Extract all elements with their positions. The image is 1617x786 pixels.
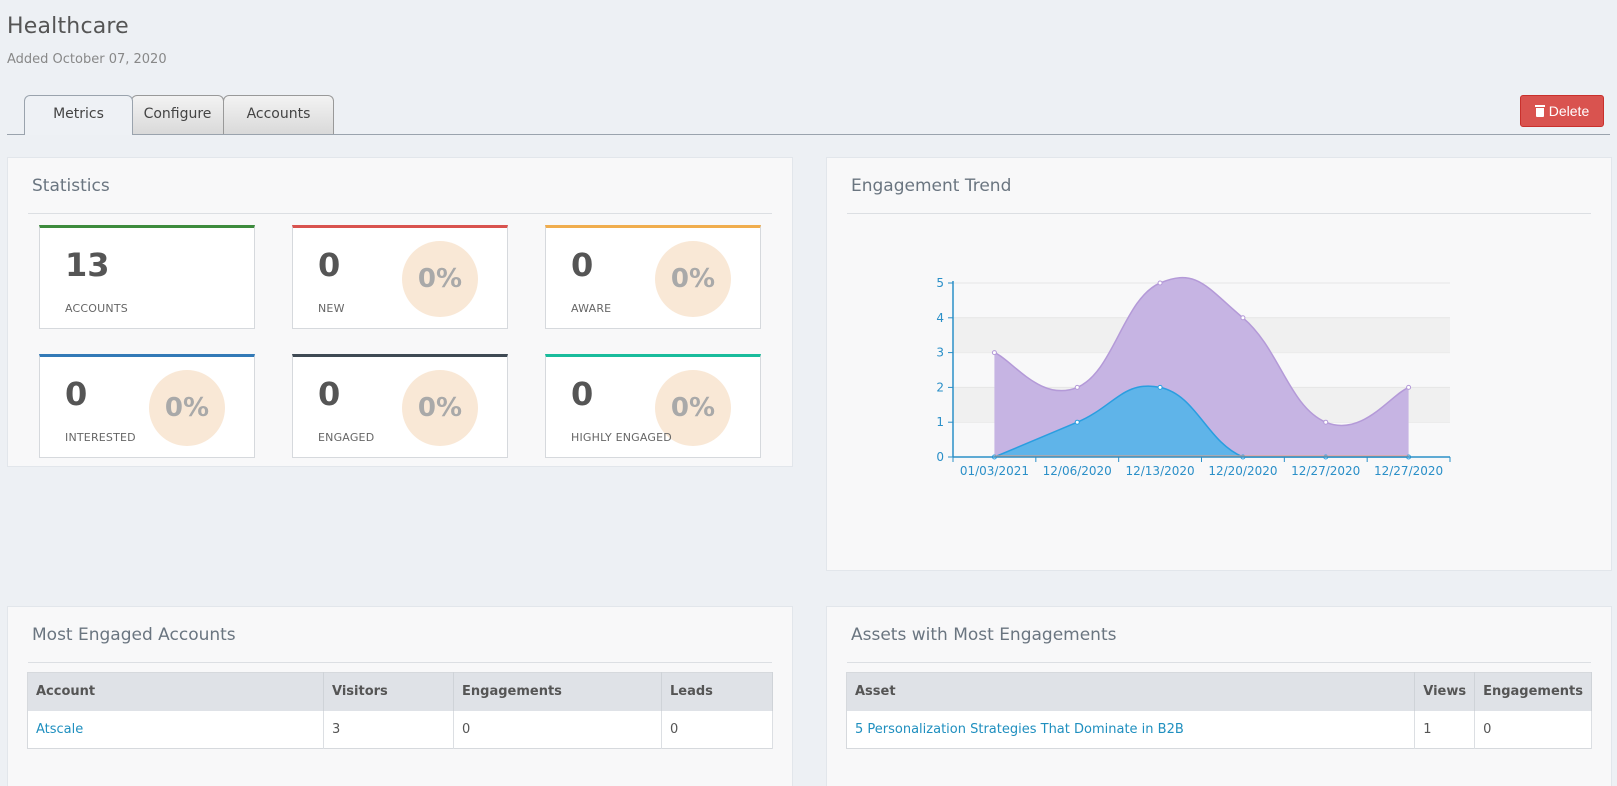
- asset-cell: 5 Personalization Strategies That Domina…: [846, 710, 1416, 749]
- area-series-blue: [994, 386, 1409, 457]
- data-point: [991, 350, 997, 356]
- table-header-row: Account Visitors Engagements Leads: [27, 672, 773, 711]
- most-engaged-table: Account Visitors Engagements Leads Atsca…: [27, 672, 773, 749]
- column-header[interactable]: Visitors: [323, 672, 454, 711]
- stat-card-accounts: 13 ACCOUNTS: [39, 225, 255, 329]
- engagement-trend-chart: 0 1 2 3 4 5 01/03/2021 12/06/2020 12/13/2020 12/2…: [936, 276, 1451, 478]
- data-point: [1323, 419, 1329, 425]
- divider: [847, 662, 1591, 663]
- statistics-panel: Statistics 13 ACCOUNTS 0 0% NEW 0 0% AWA…: [7, 157, 793, 467]
- stat-label: INTERESTED: [65, 431, 136, 444]
- stat-percent-circle: 0%: [655, 370, 731, 446]
- x-tick-label: 12/13/2020: [1125, 464, 1194, 478]
- engagements-cell: 0: [1474, 710, 1592, 749]
- data-point: [1157, 280, 1163, 286]
- column-header[interactable]: Asset: [846, 672, 1416, 711]
- stat-card-new: 0 0% NEW: [292, 225, 508, 329]
- page-title: Healthcare: [7, 14, 129, 39]
- tab-metrics[interactable]: Metrics: [24, 95, 133, 135]
- account-link[interactable]: Atscale: [36, 721, 84, 737]
- stat-percent-circle: 0%: [402, 370, 478, 446]
- statistics-title: Statistics: [32, 176, 110, 196]
- divider: [28, 213, 772, 214]
- engagements-cell: 0: [453, 710, 662, 749]
- tab-configure[interactable]: Configure: [131, 95, 224, 134]
- y-tick-label: 4: [936, 311, 944, 325]
- stat-label: HIGHLY ENGAGED: [571, 431, 672, 444]
- engagement-trend-title: Engagement Trend: [851, 176, 1012, 196]
- column-header[interactable]: Engagements: [1474, 672, 1592, 711]
- stat-label: AWARE: [571, 302, 612, 315]
- divider: [847, 213, 1591, 214]
- engagement-trend-panel: Engagement Trend 0 1 2 3 4 5 01/03/2021 12/06/2…: [826, 157, 1612, 571]
- divider: [28, 662, 772, 663]
- assets-table: Asset Views Engagements 5 Personalizatio…: [846, 672, 1592, 749]
- tab-accounts[interactable]: Accounts: [223, 95, 334, 134]
- stat-value: 0: [571, 375, 594, 413]
- delete-button-label: Delete: [1548, 103, 1590, 119]
- asset-link[interactable]: 5 Personalization Strategies That Domina…: [855, 721, 1184, 737]
- x-tick-label: 12/06/2020: [1043, 464, 1112, 478]
- stat-card-highly-engaged: 0 0% HIGHLY ENGAGED: [545, 354, 761, 458]
- stat-percent-circle: 0%: [402, 241, 478, 317]
- data-point: [1406, 384, 1412, 390]
- stat-card-aware: 0 0% AWARE: [545, 225, 761, 329]
- line-series-purple: [994, 277, 1409, 427]
- delete-button[interactable]: Delete: [1520, 95, 1604, 127]
- x-tick-label: 01/03/2021: [960, 464, 1029, 478]
- most-engaged-accounts-panel: Most Engaged Accounts Account Visitors E…: [7, 606, 793, 786]
- y-tick-label: 1: [936, 415, 944, 429]
- leads-cell: 0: [661, 710, 773, 749]
- y-tick-label: 0: [936, 450, 944, 464]
- tab-bar: Metrics Configure Accounts: [7, 95, 1610, 135]
- column-header[interactable]: Account: [27, 672, 324, 711]
- most-engaged-title: Most Engaged Accounts: [32, 625, 236, 645]
- stat-value: 0: [318, 375, 341, 413]
- stat-value: 0: [65, 375, 88, 413]
- y-tick-label: 2: [936, 380, 944, 394]
- data-point: [1157, 384, 1163, 390]
- table-row: 5 Personalization Strategies That Domina…: [846, 710, 1592, 749]
- data-point: [1074, 384, 1080, 390]
- visitors-cell: 3: [323, 710, 454, 749]
- stat-label: ENGAGED: [318, 431, 375, 444]
- table-row: Atscale 3 0 0: [27, 710, 773, 749]
- stat-percent-circle: 0%: [655, 241, 731, 317]
- table-header-row: Asset Views Engagements: [846, 672, 1592, 711]
- y-tick-label: 3: [936, 346, 944, 360]
- stat-value: 0: [318, 246, 341, 284]
- y-tick-label: 5: [936, 276, 944, 290]
- trash-icon: [1534, 105, 1545, 117]
- stat-percent-circle: 0%: [149, 370, 225, 446]
- x-tick-label: 12/27/2020: [1291, 464, 1360, 478]
- stat-value: 0: [571, 246, 594, 284]
- assets-title: Assets with Most Engagements: [851, 625, 1117, 645]
- page-subtitle: Added October 07, 2020: [7, 52, 167, 67]
- views-cell: 1: [1414, 710, 1476, 749]
- stat-value: 13: [65, 246, 110, 284]
- stat-card-interested: 0 0% INTERESTED: [39, 354, 255, 458]
- column-header[interactable]: Engagements: [453, 672, 662, 711]
- assets-panel: Assets with Most Engagements Asset Views…: [826, 606, 1612, 786]
- stat-label: ACCOUNTS: [65, 302, 128, 315]
- data-point: [1240, 315, 1246, 321]
- column-header[interactable]: Views: [1414, 672, 1476, 711]
- column-header[interactable]: Leads: [661, 672, 773, 711]
- x-tick-label: 12/20/2020: [1208, 464, 1277, 478]
- x-tick-label: 12/27/2020: [1374, 464, 1443, 478]
- stat-card-engaged: 0 0% ENGAGED: [292, 354, 508, 458]
- data-point: [1074, 419, 1080, 425]
- stat-label: NEW: [318, 302, 345, 315]
- account-cell: Atscale: [27, 710, 324, 749]
